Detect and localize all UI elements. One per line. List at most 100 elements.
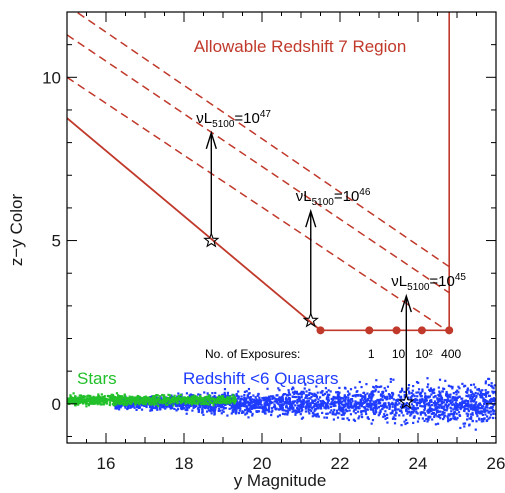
quasar-point	[343, 395, 346, 399]
star-point	[176, 399, 179, 402]
quasar-point	[429, 415, 432, 418]
quasar-point	[404, 422, 407, 426]
quasar-point	[308, 408, 312, 411]
quasar-point	[449, 399, 452, 402]
quasar-point	[405, 406, 408, 410]
star-point	[226, 400, 229, 404]
quasar-point	[359, 399, 363, 403]
quasar-point	[252, 404, 255, 407]
quasar-point	[391, 405, 394, 408]
quasar-point	[248, 404, 251, 407]
quasar-point	[309, 404, 312, 407]
quasar-point	[369, 408, 373, 411]
quasar-point	[419, 413, 422, 416]
quasar-point	[261, 397, 264, 400]
quasar-point	[231, 397, 234, 400]
star-point	[112, 402, 116, 405]
quasar-point	[482, 393, 485, 396]
quasar-point	[213, 406, 216, 409]
quasar-point	[407, 403, 410, 406]
quasar-point	[340, 413, 343, 417]
star-point	[170, 398, 174, 401]
quasar-point	[442, 412, 445, 415]
quasar-point	[365, 383, 368, 386]
quasar-point	[331, 412, 334, 415]
quasar-point	[424, 392, 427, 395]
quasar-point	[301, 416, 305, 419]
quasar-point	[484, 382, 487, 385]
quasar-point	[325, 405, 328, 408]
star-points	[67, 392, 237, 408]
quasar-point	[226, 394, 229, 397]
quasar-point	[467, 400, 470, 403]
star-point	[107, 398, 111, 401]
luminosity-label: νL5100=1045	[391, 272, 466, 293]
star-point	[110, 393, 113, 396]
quasar-point	[393, 404, 397, 407]
quasar-point	[165, 401, 168, 405]
quasar-point	[283, 413, 287, 416]
quasar-point	[486, 406, 489, 409]
star-point	[228, 399, 231, 402]
quasar-point	[425, 399, 428, 402]
quasar-point	[124, 406, 127, 409]
quasar-point	[283, 409, 286, 412]
quasar-point	[467, 413, 470, 416]
quasar-point	[383, 405, 386, 408]
star-point	[228, 402, 231, 405]
quasar-point	[258, 396, 261, 399]
star-point	[82, 396, 85, 399]
quasar-point	[324, 407, 327, 410]
quasar-point	[183, 407, 186, 410]
star-point	[231, 398, 235, 401]
star-point	[93, 400, 96, 403]
star-point	[186, 400, 189, 404]
quasar-point	[299, 407, 302, 410]
quasar-point	[271, 407, 274, 410]
quasar-point	[472, 408, 475, 411]
star-point	[206, 396, 209, 400]
quasar-point	[484, 406, 487, 409]
quasar-point	[249, 395, 252, 399]
quasar-point	[234, 411, 237, 414]
quasar-point	[490, 397, 494, 400]
quasar-point	[114, 407, 117, 410]
quasar-point	[205, 405, 208, 409]
quasar-point	[487, 394, 491, 398]
quasar-point	[477, 406, 480, 409]
quasar-point	[159, 404, 162, 407]
star-point	[157, 396, 160, 399]
quasar-point	[319, 391, 322, 394]
star-point	[67, 399, 70, 402]
star-point	[108, 401, 112, 404]
quasar-point	[397, 408, 400, 411]
quasar-point	[423, 407, 427, 410]
quasar-point	[171, 406, 174, 410]
quasar-point	[311, 399, 314, 402]
quasar-point	[316, 401, 320, 404]
star-point	[169, 402, 172, 405]
quasar-point	[426, 385, 429, 389]
quasar-point	[400, 411, 403, 414]
quasar-point	[484, 389, 487, 392]
quasar-point	[257, 410, 261, 413]
star-point	[178, 398, 182, 401]
quasar-point	[302, 390, 305, 393]
quasar-point	[300, 407, 303, 410]
star-point	[169, 394, 172, 397]
quasar-point	[274, 398, 277, 401]
quasar-point	[374, 401, 378, 404]
quasar-point	[116, 406, 119, 410]
star-point	[180, 397, 183, 400]
quasar-point	[241, 411, 245, 414]
quasar-point	[350, 403, 353, 406]
quasar-point	[213, 407, 216, 411]
quasar-point	[319, 406, 322, 410]
quasar-point	[262, 399, 265, 402]
quasar-point	[340, 400, 343, 403]
quasar-point	[347, 394, 350, 397]
star-point	[115, 403, 118, 406]
star-point	[106, 399, 109, 403]
quasar-point	[459, 407, 462, 411]
quasar-point	[253, 401, 256, 404]
